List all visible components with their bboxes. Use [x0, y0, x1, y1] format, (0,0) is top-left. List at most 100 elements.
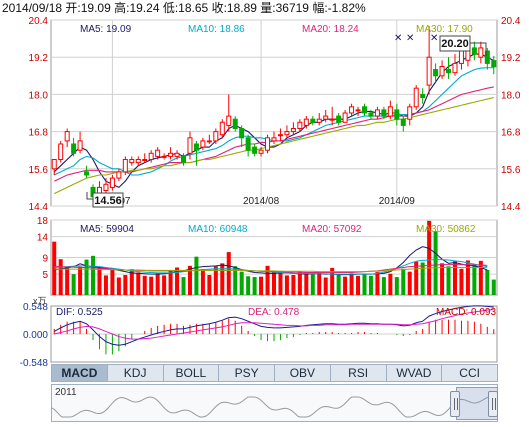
ma5-price-line [53, 53, 495, 189]
volume-bar [291, 275, 296, 295]
tab-boll[interactable]: BOLL [164, 365, 220, 381]
header-volume: 量:36719 [260, 1, 309, 15]
ma10-label: MA10: 18.86 [188, 24, 245, 35]
candle-body [374, 109, 380, 117]
volume-bar [129, 269, 134, 295]
volume-bar [271, 271, 277, 295]
candle-body [245, 137, 251, 151]
volume-bar [103, 275, 108, 295]
volume-bar [310, 273, 315, 295]
volume-bar [407, 271, 412, 295]
header-low: 低:18.65 [163, 1, 209, 15]
candle-body [361, 106, 367, 114]
volume-bar [278, 270, 283, 295]
dea-line [54, 309, 494, 340]
volume-bar [123, 275, 128, 295]
candle-body [303, 118, 309, 126]
price-y-tick-label: 15.6 [501, 165, 521, 176]
vol-ma5-label: MA5: 59904 [80, 224, 134, 235]
volume-bar [233, 266, 238, 295]
volume-bar [394, 277, 399, 295]
volume-bar [362, 274, 367, 295]
candle-body [103, 183, 109, 192]
candle-body [206, 140, 212, 143]
volume-y-tick-label: 5 [42, 270, 48, 281]
volume-bar [175, 267, 180, 295]
candle-body [407, 106, 413, 120]
tab-macd[interactable]: MACD [52, 365, 108, 381]
candle-body [148, 152, 154, 161]
tab-rsi[interactable]: RSI [331, 365, 387, 381]
volume-bar [433, 231, 438, 295]
volume-bar [401, 268, 406, 295]
range-navigator[interactable]: 2011 [51, 384, 498, 422]
ma5-volume-line [54, 246, 488, 276]
volume-bar [420, 262, 425, 295]
price-y-tick-label: 16.8 [501, 128, 521, 139]
volume-bar [478, 260, 483, 295]
volume-bar [155, 273, 160, 295]
volume-bar [97, 267, 102, 295]
macd-y-tick-label: -0.548 [20, 358, 49, 369]
ma30-volume-line [54, 267, 488, 273]
candle-body [174, 152, 180, 157]
navigator-right-handle[interactable] [488, 391, 498, 417]
candle-body [355, 109, 361, 112]
vol-ma30-label: MA30: 50862 [416, 224, 476, 235]
volume-y-tick-label: 9 [42, 254, 48, 265]
volume-bar [381, 277, 386, 295]
volume-panel: 18 14 9 5 MA5: 59904 MA10: 60948 MA20: 5709… [33, 216, 498, 306]
tab-obv[interactable]: OBV [275, 365, 331, 381]
volume-bar [213, 266, 218, 295]
tab-psy[interactable]: PSY [219, 365, 275, 381]
volume-bar [220, 263, 225, 295]
ma20-label: MA20: 18.24 [302, 24, 359, 35]
ma30-label: MA30: 17.90 [416, 24, 473, 35]
volume-bar [71, 274, 76, 295]
candle-body [135, 159, 141, 164]
candle-body [446, 69, 452, 74]
volume-bar [200, 269, 205, 295]
price-y-ticks-right: 20.4 19.2 18.0 16.8 15.6 14.4 [501, 16, 521, 213]
volume-bar [465, 260, 470, 295]
navigator-left-handle[interactable] [450, 391, 460, 417]
volume-bar [194, 256, 199, 295]
price-panel: 20.4 19.2 18.0 16.8 15.6 14.4 20.4 19.2 18.0 16.… [29, 16, 521, 213]
volume-bar [297, 271, 302, 295]
candle-body [297, 121, 303, 130]
candle-body [439, 66, 445, 77]
volume-bar [452, 261, 457, 295]
volume-ma-lines [54, 246, 488, 276]
candles [51, 26, 497, 202]
candle-body [381, 109, 387, 117]
price-y-tick-label: 20.4 [29, 16, 49, 27]
volume-bar [110, 267, 115, 295]
candle-body [187, 137, 193, 154]
volume-bar [375, 272, 380, 295]
tab-wvad[interactable]: WVAD [387, 365, 443, 381]
price-x-tick-label: 2014/09 [379, 196, 416, 207]
split-marker-icon: ✕ [394, 33, 402, 44]
volume-bar [226, 252, 231, 295]
volume-bar [304, 272, 309, 295]
candle-body [400, 118, 406, 126]
tab-cci[interactable]: CCI [459, 366, 480, 380]
volume-bar [91, 255, 96, 295]
candle-body [142, 159, 148, 161]
volume-bar [239, 271, 244, 295]
tab-kdj[interactable]: KDJ [108, 365, 164, 381]
volume-bar [52, 241, 57, 295]
candle-body [64, 131, 70, 142]
volume-bar [491, 279, 496, 295]
candle-body [271, 137, 277, 142]
candle-body [265, 137, 271, 151]
volume-bar [323, 277, 328, 295]
dif-line [53, 305, 494, 346]
macd-bars [53, 318, 495, 355]
volume-bars [52, 220, 496, 295]
candle-body [426, 56, 432, 86]
candle-body [323, 115, 329, 120]
volume-y-tick-label: 14 [37, 233, 49, 244]
volume-bar [414, 261, 419, 295]
volume-y-ticks: 18 14 9 5 [37, 216, 49, 281]
